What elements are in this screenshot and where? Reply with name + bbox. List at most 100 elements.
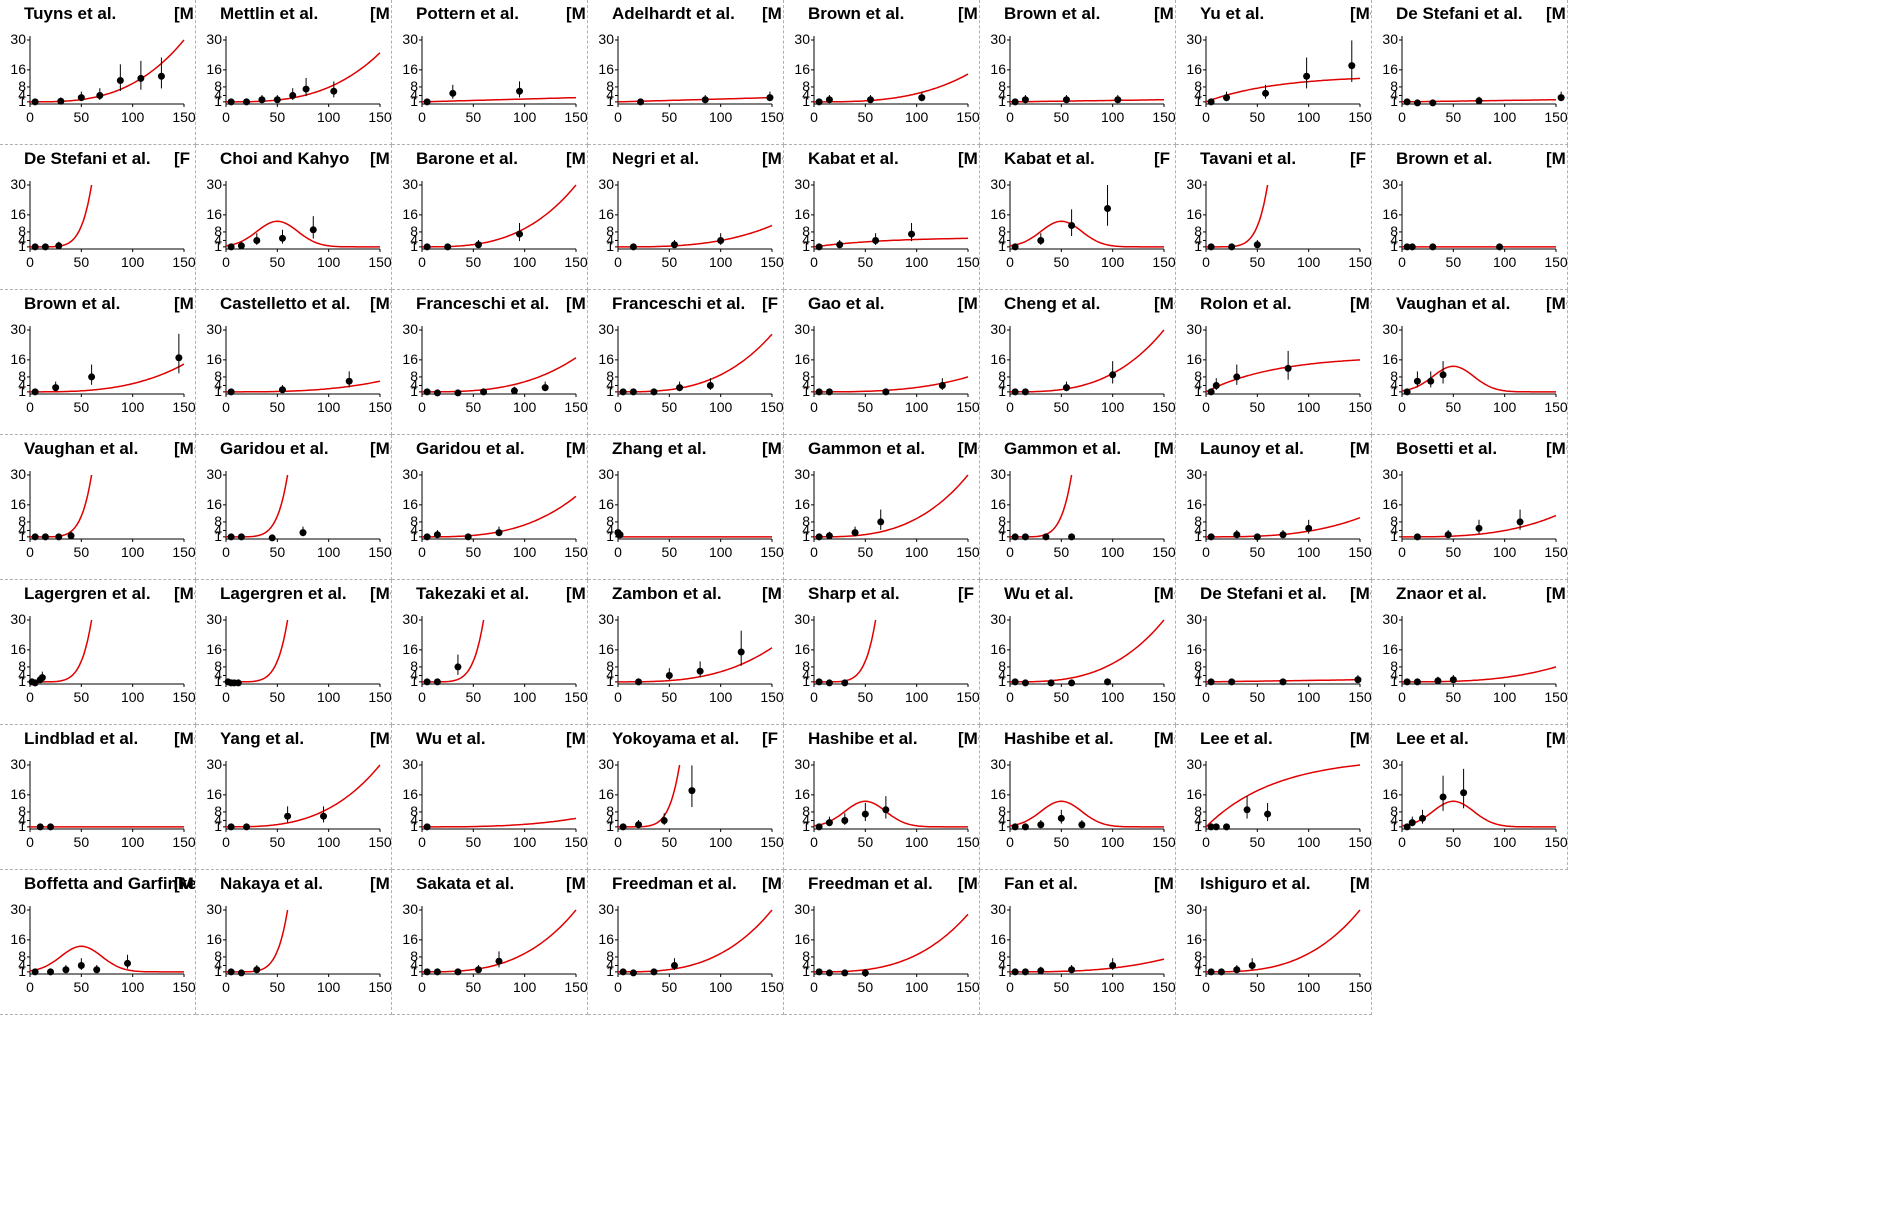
data-point (433, 531, 441, 539)
y-tick-label: 30 (990, 466, 1006, 482)
panel-sex-label: [M+F] (1350, 729, 1371, 748)
x-tick-label: 50 (270, 689, 286, 705)
y-tick-label: 4 (214, 521, 222, 537)
y-tick-label: 4 (802, 811, 810, 827)
y-tick-label: 1 (18, 383, 26, 399)
data-point (1279, 531, 1287, 539)
data-point (1413, 99, 1421, 107)
data-point (423, 388, 431, 396)
y-tick-label: 4 (802, 666, 810, 682)
y-tick-label: 30 (1186, 176, 1202, 192)
y-tick-label: 8 (1390, 513, 1398, 529)
panel-sex-label: [M+F] (370, 729, 391, 748)
x-tick-label: 50 (466, 399, 482, 415)
y-tick-label: 4 (410, 521, 418, 537)
y-tick-label: 16 (1186, 786, 1202, 802)
panel-sex-label: [M ] (958, 149, 979, 168)
data-point (444, 243, 452, 251)
x-tick-label: 150 (1348, 689, 1372, 705)
y-tick-label: 30 (990, 31, 1006, 47)
panel-sex-label: [M+F] (958, 874, 979, 893)
x-tick-label: 100 (317, 834, 341, 850)
x-tick-label: 150 (564, 399, 588, 415)
x-tick-label: 100 (1297, 544, 1321, 560)
x-tick-label: 150 (368, 689, 392, 705)
panel-sex-label: [M ] (566, 874, 587, 893)
x-tick-label: 100 (121, 834, 145, 850)
panel-sex-label: [M+F] (370, 439, 391, 458)
y-tick-label: 1 (802, 818, 810, 834)
data-point (289, 91, 297, 99)
y-tick-label: 8 (18, 948, 26, 964)
data-point (1207, 968, 1215, 976)
x-tick-label: 150 (368, 544, 392, 560)
y-tick-label: 16 (206, 786, 222, 802)
y-tick-label: 4 (1194, 811, 1202, 827)
y-tick-label: 16 (990, 496, 1006, 512)
x-tick-label: 0 (614, 689, 622, 705)
x-tick-label: 150 (1348, 544, 1372, 560)
data-point (77, 94, 85, 102)
y-tick-label: 16 (206, 206, 222, 222)
x-tick-label: 50 (74, 254, 90, 270)
x-tick-label: 100 (317, 544, 341, 560)
data-point (841, 679, 849, 687)
y-tick-label: 4 (18, 521, 26, 537)
data-point (1207, 98, 1215, 106)
panel-sex-label: [M ] (174, 294, 195, 313)
x-tick-label: 100 (709, 689, 733, 705)
data-point (253, 966, 261, 974)
data-point (1109, 961, 1117, 969)
data-point (872, 236, 880, 244)
y-tick-label: 16 (794, 931, 810, 947)
x-tick-label: 150 (564, 544, 588, 560)
data-point (278, 386, 286, 394)
x-tick-label: 50 (662, 254, 678, 270)
panel-sex-label: [M ] (566, 729, 587, 748)
x-tick-label: 50 (1446, 689, 1462, 705)
y-tick-label: 30 (1186, 611, 1202, 627)
fitted-curve (1205, 764, 1361, 828)
x-tick-label: 50 (662, 834, 678, 850)
fitted-curve (814, 474, 969, 538)
y-tick-label: 8 (998, 513, 1006, 529)
y-tick-label: 16 (794, 61, 810, 77)
x-tick-label: 0 (1398, 254, 1406, 270)
x-tick-label: 0 (222, 254, 230, 270)
data-point (1109, 371, 1117, 379)
x-tick-label: 150 (564, 979, 588, 995)
fitted-curve (226, 619, 289, 683)
panel-title: De Stefani et al. (1200, 584, 1327, 603)
data-point (815, 243, 823, 251)
x-tick-label: 150 (956, 544, 980, 560)
x-tick-label: 150 (368, 399, 392, 415)
x-tick-label: 0 (26, 254, 34, 270)
y-tick-label: 8 (1194, 368, 1202, 384)
x-tick-label: 0 (1202, 544, 1210, 560)
y-tick-label: 16 (794, 496, 810, 512)
panel-title: Franceschi et al. (612, 294, 746, 313)
y-tick-label: 16 (990, 786, 1006, 802)
data-point (1062, 96, 1070, 104)
data-point (1021, 968, 1029, 976)
fitted-curve (1009, 800, 1164, 828)
data-point (31, 533, 39, 541)
y-tick-label: 4 (1194, 956, 1202, 972)
y-tick-label: 16 (206, 351, 222, 367)
data-point (1228, 243, 1236, 251)
y-tick-label: 16 (402, 786, 418, 802)
fitted-curve (618, 647, 773, 683)
y-tick-label: 8 (998, 368, 1006, 384)
